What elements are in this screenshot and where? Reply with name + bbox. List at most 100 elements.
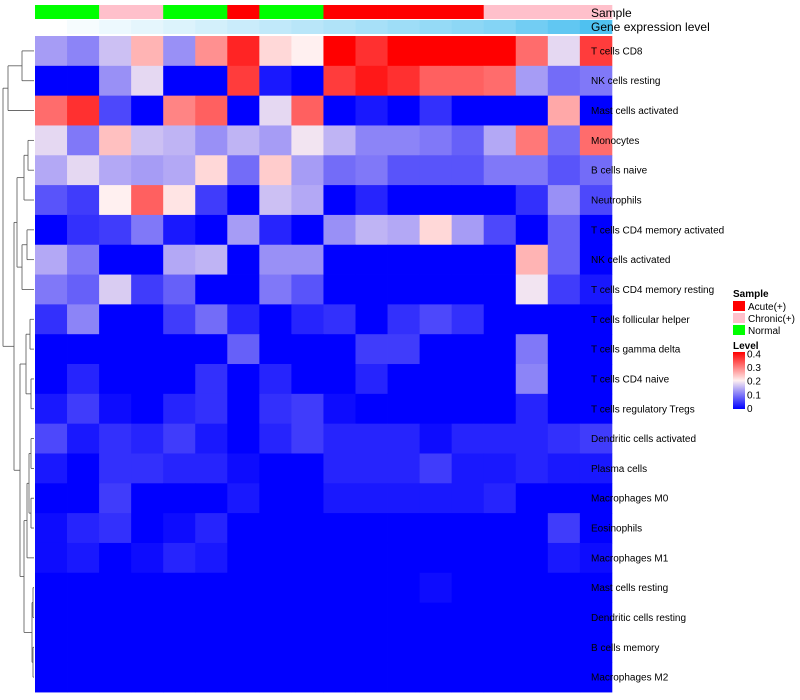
gene-expression-annotation-cell: [291, 20, 324, 34]
heatmap-cell: [163, 542, 196, 574]
heatmap-cell: [483, 214, 517, 246]
sample-annotation-bar: [35, 5, 613, 19]
heatmap-cell: [291, 572, 324, 603]
heatmap-cell: [483, 453, 517, 484]
gene-expression-annotation-cell: [515, 20, 549, 34]
heatmap-cell: [387, 453, 420, 484]
heatmap-cell: [547, 274, 581, 305]
heatmap-cell: [547, 423, 581, 454]
heatmap-cell: [35, 632, 68, 663]
heatmap-cell: [515, 572, 549, 603]
row-label: T cells gamma delta: [591, 345, 681, 356]
heatmap-cell: [99, 423, 132, 454]
heatmap-cell: [451, 364, 485, 395]
heatmap-cell: [259, 483, 292, 514]
heatmap-cell: [451, 513, 485, 544]
heatmap-cell: [515, 483, 549, 514]
heatmap-cell: [227, 393, 260, 425]
heatmap-cell: [35, 155, 68, 186]
heatmap-cell: [547, 632, 581, 663]
heatmap-cell: [259, 364, 292, 395]
heatmap-cell: [67, 542, 100, 574]
heatmap-cell: [195, 632, 228, 663]
heatmap-cell: [163, 214, 196, 246]
heatmap-cell: [355, 95, 388, 126]
heatmap-cell: [483, 632, 517, 663]
heatmap-cell: [259, 36, 292, 67]
heatmap-cell: [323, 483, 356, 514]
heatmap-cell: [451, 274, 485, 305]
row-label: Mast cells activated: [591, 106, 678, 117]
heatmap-cell: [579, 513, 613, 544]
row-dendrogram: [2, 50, 34, 678]
heatmap-cell: [227, 274, 260, 305]
heatmap-cell: [195, 65, 228, 97]
sample-annotation-cell: [67, 5, 100, 19]
heatmap-cell: [483, 155, 517, 186]
heatmap-cell: [483, 572, 517, 603]
row-label: B cells naive: [591, 166, 648, 177]
heatmap-cell: [323, 364, 356, 395]
row-label: Dendritic cells activated: [591, 434, 696, 445]
heatmap-cell: [451, 632, 485, 663]
heatmap-cell: [579, 542, 613, 574]
heatmap-cell: [291, 65, 324, 97]
heatmap-cell: [163, 95, 196, 126]
heatmap-cell: [99, 453, 132, 484]
heatmap-cell: [259, 185, 292, 216]
heatmap-cell: [387, 65, 420, 97]
heatmap-cell: [547, 542, 581, 574]
heatmap-cell: [387, 244, 420, 275]
sample-annotation-cell: [515, 5, 549, 19]
heatmap-cell: [419, 632, 453, 663]
heatmap-cell: [195, 304, 228, 335]
heatmap-cell: [131, 513, 164, 544]
heatmap-cell: [515, 155, 549, 186]
heatmap-cell: [163, 65, 196, 97]
heatmap-cell: [99, 214, 132, 246]
heatmap-cell: [547, 483, 581, 514]
heatmap-cell: [419, 274, 453, 305]
heatmap-cell: [291, 125, 324, 156]
heatmap-cell: [227, 542, 260, 574]
heatmap-cell: [163, 483, 196, 514]
heatmap-cell: [451, 334, 485, 365]
row-label: T cells CD8: [591, 46, 643, 57]
sample-annotation-cell: [195, 5, 228, 19]
heatmap-cell: [291, 513, 324, 544]
heatmap-cell: [419, 125, 453, 156]
heatmap-cell: [291, 364, 324, 395]
heatmap-cell: [291, 423, 324, 454]
heatmap-cell: [515, 602, 549, 633]
heatmap-cell: [35, 334, 68, 365]
heatmap-cell: [131, 214, 164, 246]
sample-annotation-cell: [483, 5, 517, 19]
heatmap-cell: [547, 155, 581, 186]
heatmap-cell: [131, 602, 164, 633]
gene-expression-annotation-cell: [483, 20, 517, 34]
heatmap-cell: [291, 244, 324, 275]
heatmap-cell: [131, 364, 164, 395]
heatmap-cell: [163, 334, 196, 365]
heatmap-cell: [323, 453, 356, 484]
heatmap-cell: [67, 185, 100, 216]
heatmap-cell: [131, 185, 164, 216]
row-label: B cells memory: [591, 643, 659, 654]
heatmap-cell: [387, 662, 420, 693]
heatmap-cell: [131, 155, 164, 186]
heatmap-cell: [579, 95, 613, 126]
sample-legend-label: Chronic(+): [748, 314, 795, 325]
gene-expression-annotation-cell: [195, 20, 228, 34]
heatmap-cell: [323, 304, 356, 335]
heatmap-cell: [35, 662, 68, 693]
heatmap-cell: [515, 36, 549, 67]
heatmap-cell: [387, 393, 420, 425]
heatmap-cell: [163, 453, 196, 484]
heatmap-cell: [163, 185, 196, 216]
heatmap-cell: [35, 95, 68, 126]
heatmap-cell: [323, 334, 356, 365]
heatmap-cell: [451, 393, 485, 425]
heatmap-cell: [227, 513, 260, 544]
heatmap-cell: [67, 65, 100, 97]
heatmap-cell: [579, 304, 613, 335]
